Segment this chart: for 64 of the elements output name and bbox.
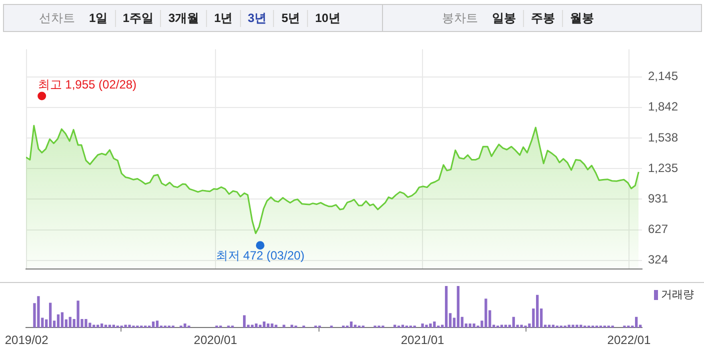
bar — [520, 324, 523, 328]
bar — [429, 324, 432, 328]
y-tick-label: 324 — [648, 252, 668, 267]
bar — [124, 324, 127, 328]
bar — [48, 302, 52, 328]
bar — [68, 316, 72, 328]
bar — [568, 324, 570, 328]
x-tick-label: 2022/01 — [607, 333, 651, 348]
legend-label: 거래량 — [661, 288, 694, 302]
bar — [444, 286, 448, 328]
bar — [456, 286, 460, 328]
bar — [512, 316, 515, 328]
bar — [576, 324, 578, 328]
text: 월봉 — [562, 10, 601, 26]
bar — [262, 321, 266, 328]
bar — [152, 321, 155, 328]
bar — [472, 324, 476, 328]
bar — [60, 312, 64, 328]
bar — [274, 324, 278, 328]
text: 1일 — [88, 10, 109, 26]
text: 1년 — [206, 10, 240, 26]
bar — [88, 322, 92, 328]
bar — [350, 321, 353, 328]
text: 1주일 — [114, 10, 160, 26]
text: 3개월 — [160, 10, 206, 26]
bar — [266, 324, 270, 328]
bar — [572, 324, 574, 328]
bar — [433, 321, 436, 328]
bar — [76, 300, 80, 328]
bar — [484, 298, 488, 328]
bar — [156, 320, 159, 328]
bar — [37, 296, 40, 328]
text: 10년 — [307, 10, 348, 26]
bar — [421, 324, 424, 328]
bar — [536, 294, 539, 328]
bar — [84, 318, 88, 328]
y-tick-label: 1,842 — [648, 100, 678, 114]
x-tick-label: 2021/01 — [400, 333, 445, 348]
annotation: 최고 1,955 (02/28) — [38, 77, 137, 92]
bar — [184, 324, 186, 328]
y-tick-label: 627 — [648, 222, 668, 236]
text: 5년 — [273, 10, 308, 26]
bar — [100, 324, 104, 328]
text: 봉차트 — [441, 10, 479, 26]
y-tick-label: 1,235 — [648, 160, 678, 175]
bar — [254, 324, 258, 328]
text: 선차트 — [38, 10, 76, 26]
y-tick-label: 1,538 — [648, 130, 678, 144]
annotation: 최저 472 (03/20) — [216, 248, 305, 263]
bar — [243, 315, 246, 328]
bar — [56, 314, 60, 328]
bar — [635, 316, 638, 328]
bar — [128, 324, 131, 328]
bar — [468, 324, 472, 328]
text: 주봉 — [523, 10, 562, 26]
bar — [425, 324, 428, 328]
x-tick-label: 2020/01 — [194, 333, 238, 348]
text: 일봉 — [491, 10, 517, 26]
y-tick-label: 2,145 — [648, 69, 678, 84]
bar — [270, 324, 274, 328]
x-tick-label: 2019/02 — [4, 333, 49, 348]
text: 3년 — [240, 10, 274, 26]
y-tick-label: 931 — [648, 192, 668, 206]
bar — [282, 324, 286, 328]
